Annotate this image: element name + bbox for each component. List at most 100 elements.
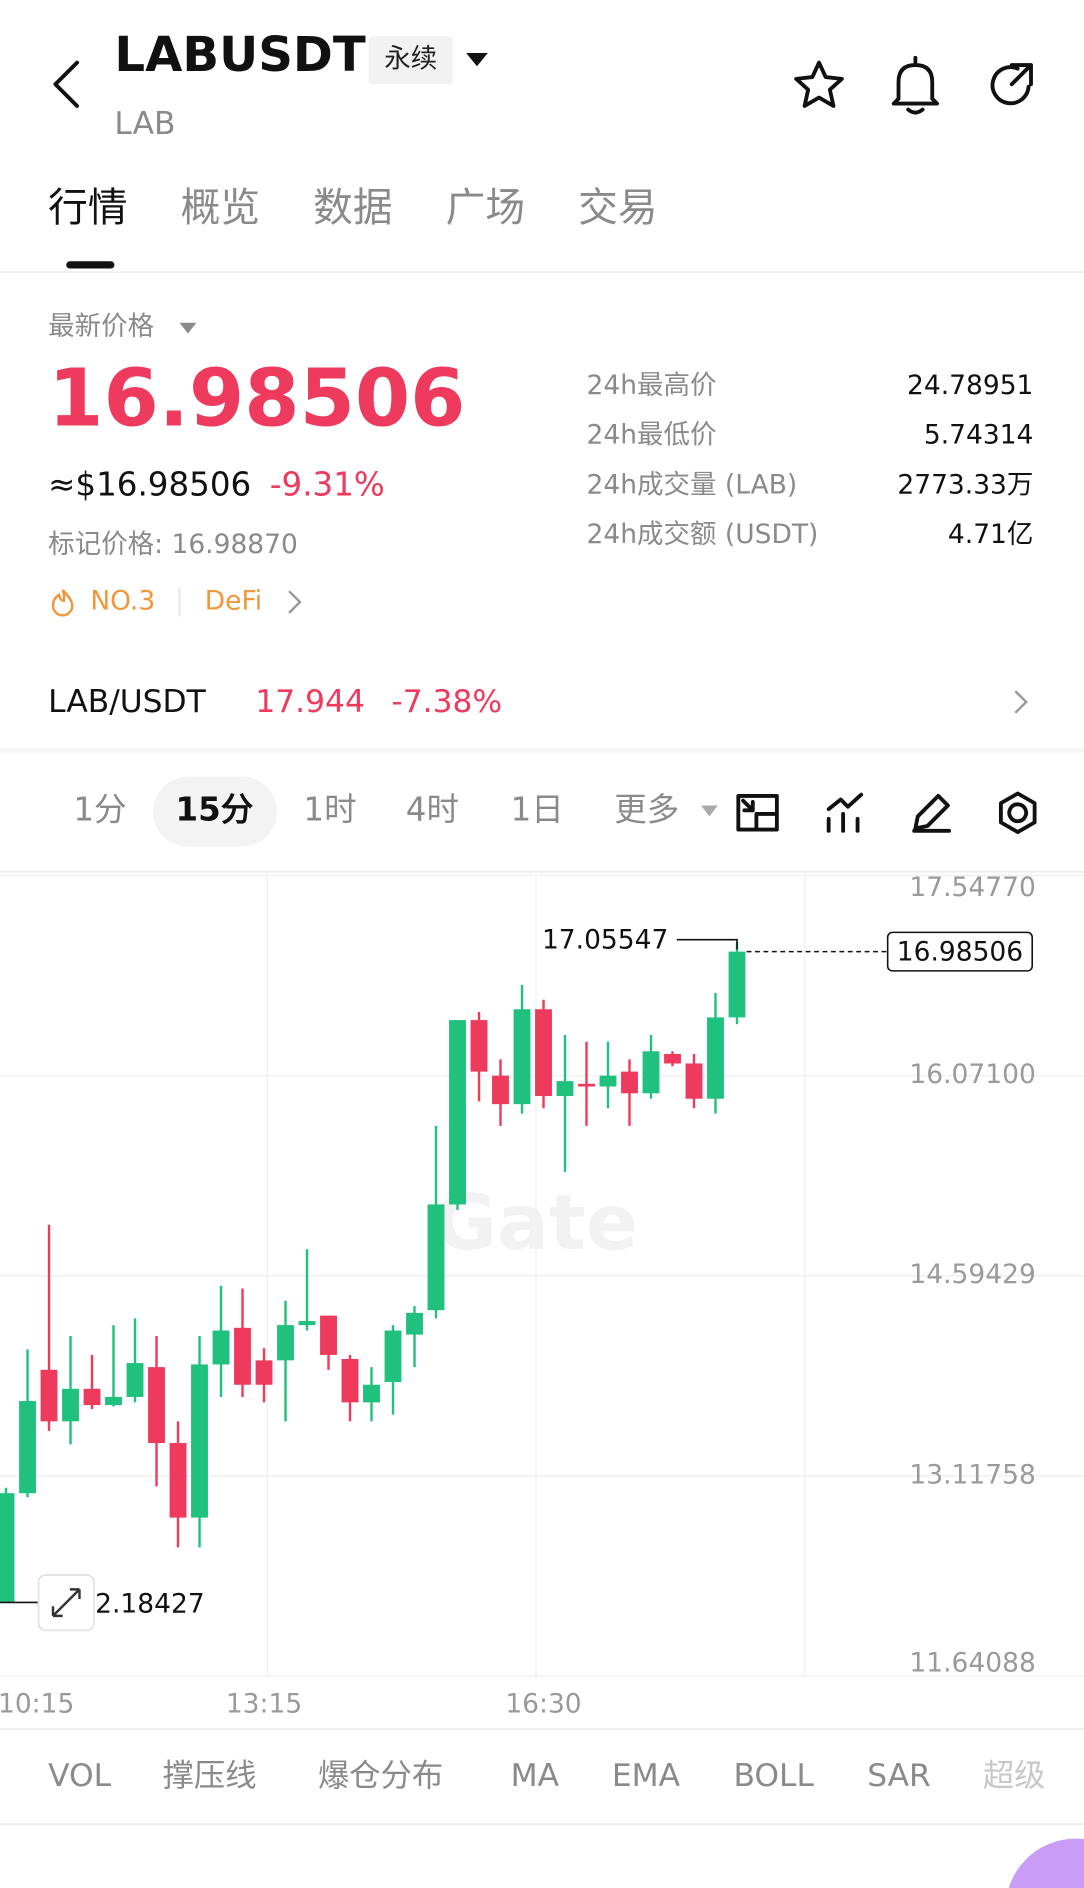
chevron[interactable] [1014, 690, 1028, 714]
high-marker-label: 17.05547 [542, 924, 668, 955]
indicators-tool[interactable] [826, 792, 864, 833]
tab[interactable]: 广场 [446, 185, 525, 231]
candle-body [449, 1020, 466, 1205]
stat-value: 5.74314 [924, 420, 1034, 451]
indicator-bar: VOL 撑压线 爆仓分布 MA EMA BOLL SAR 超级 [48, 1758, 1045, 1794]
candle-body [384, 1330, 402, 1383]
candle-body [578, 1083, 595, 1087]
tab-indicator [66, 261, 115, 269]
pair-name[interactable]: LAB/USDT [48, 684, 206, 720]
candle-body [320, 1315, 337, 1355]
floating-button[interactable] [1006, 1838, 1084, 1888]
candle-body [19, 1401, 36, 1494]
candle-body [535, 1009, 552, 1097]
pair-price: 17.944 [255, 684, 365, 720]
candle-body [621, 1071, 638, 1094]
indicator[interactable]: EMA [612, 1758, 681, 1794]
x-tick-label: 13:15 [226, 1688, 302, 1719]
interval[interactable]: 更多 [614, 791, 679, 829]
expand-icon [51, 1588, 81, 1618]
candle-body [406, 1312, 423, 1335]
tabs: 行情 概览 数据 广场 交易 [48, 185, 657, 231]
indicator[interactable]: 爆仓分布 [318, 1758, 443, 1794]
candle-body [255, 1360, 273, 1385]
alert[interactable] [891, 55, 939, 115]
y-tick-label: 13.11758 [909, 1459, 1035, 1490]
intervals: 1分 15分 1时 4时 1日 更多 [73, 791, 679, 829]
candle-body [277, 1325, 294, 1361]
stat-value: 24.78951 [907, 370, 1033, 401]
indicator[interactable]: SAR [867, 1758, 931, 1794]
candle-body [556, 1081, 574, 1097]
candle-body [492, 1075, 509, 1105]
stat-label: 24h成交量 (LAB) [587, 469, 798, 500]
candle-body [191, 1364, 208, 1518]
usd-price: ≈$16.98506 [48, 465, 251, 503]
settings[interactable] [998, 791, 1037, 834]
last-price-label: 16.98506 [897, 936, 1023, 967]
candle-body [664, 1053, 681, 1064]
watermark: Gate [434, 1178, 638, 1268]
candle-body [363, 1384, 380, 1403]
candle-body [427, 1204, 445, 1311]
interval[interactable]: 15分 [176, 791, 254, 829]
candle-body [298, 1321, 316, 1326]
interval[interactable]: 1时 [303, 791, 356, 829]
indicator[interactable]: MA [511, 1758, 560, 1794]
picture-mode[interactable] [736, 793, 779, 832]
last-price: 16.98506 [48, 351, 465, 444]
section-gap [0, 747, 1084, 753]
mark-price: 标记价格: 16.98870 [48, 529, 298, 560]
indicator[interactable]: VOL [48, 1758, 112, 1794]
dropdown[interactable] [700, 805, 718, 817]
stat-label: 24h最高价 [587, 370, 717, 401]
dropdown[interactable] [179, 322, 197, 334]
tab[interactable]: 概览 [181, 185, 260, 231]
y-tick-label: 17.54770 [909, 872, 1035, 903]
sector[interactable]: DeFi [205, 586, 262, 617]
candle-body [341, 1358, 359, 1403]
price-label: 最新价格 [48, 311, 154, 342]
y-tick-label: 11.64088 [909, 1648, 1035, 1679]
rank[interactable]: NO.3 [90, 586, 155, 617]
indicator[interactable]: 撑压线 [163, 1758, 257, 1794]
flame-icon [51, 589, 74, 617]
candle-body [148, 1367, 165, 1444]
y-tick-label: 16.07100 [909, 1059, 1035, 1090]
subtitle: LAB [114, 106, 175, 142]
x-tick-label: 10:15 [0, 1688, 74, 1719]
stat-label: 24h最低价 [587, 420, 717, 451]
interval[interactable]: 1分 [73, 791, 126, 829]
candle-body [470, 1020, 488, 1072]
high-marker-line [676, 938, 738, 950]
tab[interactable]: 行情 [48, 185, 127, 231]
favorite[interactable] [794, 60, 844, 108]
draw-tool[interactable] [912, 793, 952, 833]
tab[interactable]: 交易 [578, 185, 657, 231]
interval[interactable]: 1日 [511, 791, 564, 829]
chart-tools [736, 791, 1037, 834]
candle-body [0, 1493, 15, 1602]
candle-body [685, 1063, 703, 1099]
x-tick-label: 16:30 [505, 1688, 581, 1719]
indicator[interactable]: BOLL [734, 1758, 815, 1794]
indicator[interactable]: 超级 [983, 1758, 1046, 1794]
share[interactable] [990, 63, 1033, 106]
candle-body [62, 1388, 79, 1422]
candle-body [83, 1388, 101, 1406]
candle-body [234, 1327, 251, 1385]
tab[interactable]: 数据 [313, 185, 392, 231]
low-marker-label: 12.18427 [78, 1588, 204, 1619]
title: LABUSDT [114, 27, 365, 83]
tag-bg [368, 36, 453, 85]
back-button[interactable] [53, 60, 80, 108]
candle-body [728, 951, 746, 1018]
chevron[interactable] [288, 590, 302, 614]
interval[interactable]: 4时 [406, 791, 459, 829]
stats: 24h最高价 24.78951 24h最低价 5.74314 24h成交量 (LAB) 2… [587, 370, 1034, 550]
dropdown[interactable] [466, 52, 488, 67]
last-price-box [886, 931, 1033, 972]
interval-active-bg [152, 776, 278, 847]
stat-value: 2773.33万 [897, 469, 1033, 500]
